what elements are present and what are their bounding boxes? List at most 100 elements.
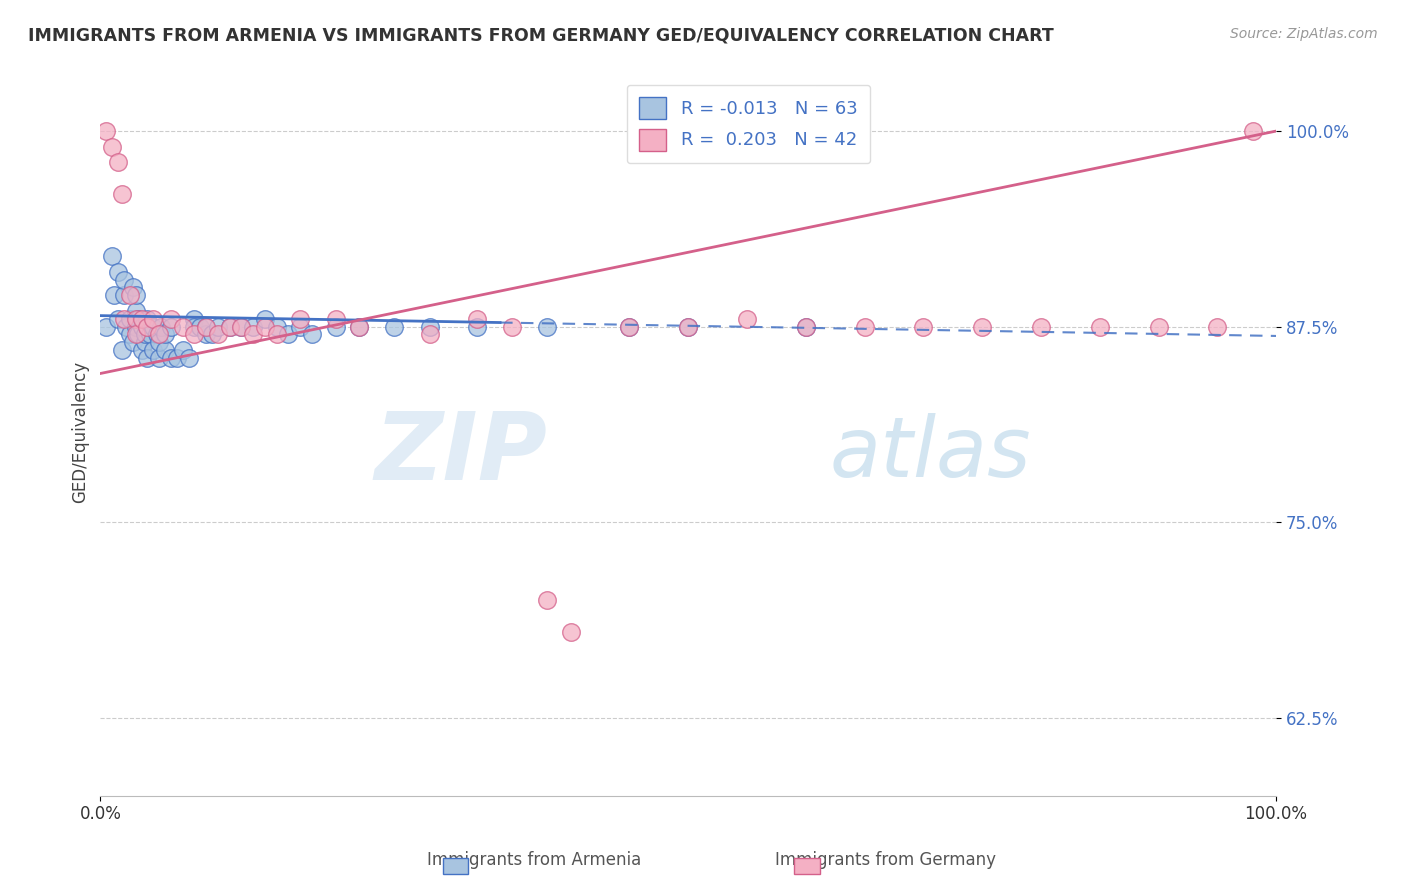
- Point: [115, 319, 138, 334]
- Point: [676, 319, 699, 334]
- Point: [735, 311, 758, 326]
- Point: [124, 311, 146, 326]
- Point: [853, 319, 876, 334]
- Point: [160, 351, 183, 365]
- Point: [107, 311, 129, 326]
- Point: [277, 327, 299, 342]
- Point: [142, 311, 165, 326]
- Point: [134, 327, 156, 342]
- Point: [110, 186, 132, 201]
- Point: [325, 319, 347, 334]
- Point: [142, 343, 165, 357]
- Point: [231, 319, 253, 334]
- Point: [465, 311, 488, 326]
- Point: [118, 311, 141, 326]
- Point: [972, 319, 994, 334]
- Point: [172, 319, 194, 334]
- Point: [218, 319, 240, 334]
- Point: [166, 351, 188, 365]
- Point: [148, 327, 170, 342]
- Point: [96, 124, 118, 138]
- Text: atlas: atlas: [830, 414, 1031, 494]
- Point: [112, 288, 135, 302]
- Point: [127, 311, 149, 326]
- Point: [347, 319, 370, 334]
- Point: [382, 319, 405, 334]
- Point: [131, 319, 153, 334]
- Point: [127, 327, 149, 342]
- Point: [195, 327, 218, 342]
- Point: [124, 327, 146, 342]
- Point: [183, 327, 205, 342]
- Point: [253, 319, 276, 334]
- Legend: R = -0.013   N = 63, R =  0.203   N = 42: R = -0.013 N = 63, R = 0.203 N = 42: [627, 85, 870, 163]
- Point: [96, 319, 118, 334]
- Point: [148, 335, 170, 350]
- Point: [183, 319, 205, 334]
- Point: [207, 319, 229, 334]
- Point: [138, 327, 160, 342]
- Text: Immigrants from Armenia: Immigrants from Armenia: [427, 851, 641, 869]
- Point: [266, 319, 288, 334]
- Point: [242, 327, 264, 342]
- Point: [110, 343, 132, 357]
- Point: [1241, 124, 1264, 138]
- Point: [619, 319, 641, 334]
- Point: [112, 311, 135, 326]
- Point: [136, 319, 159, 334]
- Point: [195, 319, 218, 334]
- Point: [107, 155, 129, 169]
- Point: [118, 288, 141, 302]
- Point: [177, 351, 200, 365]
- Point: [207, 327, 229, 342]
- Point: [325, 311, 347, 326]
- Point: [134, 335, 156, 350]
- Point: [101, 249, 124, 263]
- Point: [619, 319, 641, 334]
- Point: [218, 319, 240, 334]
- Point: [183, 311, 205, 326]
- Point: [419, 319, 441, 334]
- Point: [266, 327, 288, 342]
- Point: [150, 319, 173, 334]
- Point: [131, 311, 153, 326]
- Point: [195, 319, 218, 334]
- Point: [347, 319, 370, 334]
- Point: [794, 319, 817, 334]
- Point: [124, 304, 146, 318]
- Point: [301, 327, 323, 342]
- Point: [242, 319, 264, 334]
- Text: ZIP: ZIP: [374, 408, 547, 500]
- Point: [136, 351, 159, 365]
- Point: [153, 343, 176, 357]
- Point: [107, 265, 129, 279]
- Point: [112, 273, 135, 287]
- Point: [153, 327, 176, 342]
- Point: [1088, 319, 1111, 334]
- Point: [1147, 319, 1170, 334]
- Point: [419, 327, 441, 342]
- Point: [122, 280, 145, 294]
- Point: [136, 311, 159, 326]
- Point: [131, 343, 153, 357]
- Point: [231, 319, 253, 334]
- Point: [536, 319, 558, 334]
- Text: IMMIGRANTS FROM ARMENIA VS IMMIGRANTS FROM GERMANY GED/EQUIVALENCY CORRELATION C: IMMIGRANTS FROM ARMENIA VS IMMIGRANTS FR…: [28, 27, 1054, 45]
- Point: [560, 624, 582, 639]
- Point: [146, 327, 169, 342]
- Point: [122, 335, 145, 350]
- Point: [188, 319, 211, 334]
- Text: Source: ZipAtlas.com: Source: ZipAtlas.com: [1230, 27, 1378, 41]
- Point: [101, 139, 124, 153]
- Point: [536, 593, 558, 607]
- Point: [290, 319, 312, 334]
- Point: [253, 311, 276, 326]
- Point: [148, 351, 170, 365]
- Point: [1029, 319, 1052, 334]
- Point: [118, 327, 141, 342]
- Point: [201, 327, 224, 342]
- Point: [124, 288, 146, 302]
- Point: [136, 319, 159, 334]
- Point: [172, 343, 194, 357]
- Point: [912, 319, 935, 334]
